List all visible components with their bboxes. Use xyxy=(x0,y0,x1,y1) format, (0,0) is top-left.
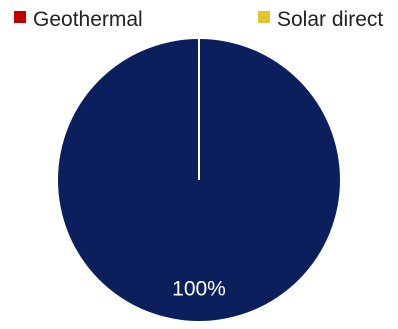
legend-label-geothermal: Geothermal xyxy=(33,8,143,31)
legend-label-solar-direct: Solar direct xyxy=(277,8,383,31)
pie-slices xyxy=(58,38,340,321)
legend-swatch-geothermal xyxy=(14,11,26,23)
legend: Geothermal Solar direct xyxy=(14,8,383,31)
legend-swatch-solar-direct xyxy=(258,11,270,23)
slice-label-series-2: 100% xyxy=(172,278,226,301)
slice-labels: 100% xyxy=(172,278,226,301)
